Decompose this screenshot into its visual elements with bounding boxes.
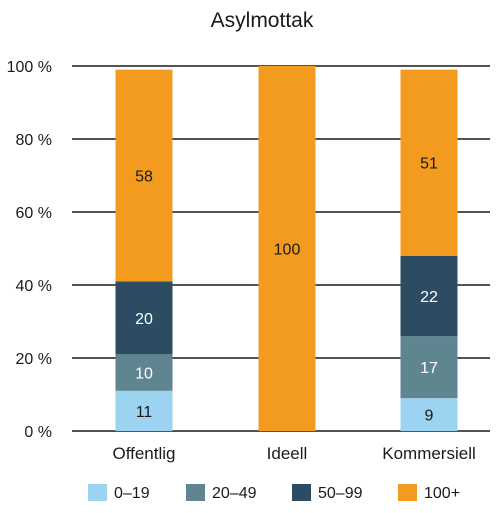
bar-segment	[400, 255, 458, 337]
bar-segment	[115, 281, 173, 355]
y-tick-label: 40 %	[16, 278, 52, 295]
y-tick-label: 100 %	[7, 59, 52, 76]
data-label: 58	[135, 169, 153, 186]
bar-segment	[400, 69, 458, 256]
legend: 0–19 20–49 50–99 100+	[88, 484, 460, 502]
data-label: 17	[420, 360, 438, 377]
legend-swatch	[292, 484, 311, 501]
bar-segment	[115, 354, 173, 391]
y-tick-label: 0 %	[24, 424, 52, 441]
x-tick-label: Ideell	[267, 444, 308, 463]
chart-title: Asylmottak	[211, 9, 314, 32]
data-label: 20	[135, 311, 153, 328]
bar-segment	[115, 390, 173, 431]
legend-swatch	[88, 484, 107, 501]
legend-label: 100+	[424, 485, 460, 502]
legend-label: 20–49	[212, 485, 257, 502]
bars: 11 10 20 58 100 9 17 22 51	[115, 66, 458, 431]
bar-segment	[400, 398, 458, 431]
legend-label: 50–99	[318, 485, 363, 502]
data-label: 10	[135, 366, 153, 383]
bar-segment	[258, 66, 316, 431]
legend-swatch	[398, 484, 417, 501]
data-label: 51	[420, 156, 438, 173]
legend-label: 0–19	[114, 485, 150, 502]
x-axis: Offentlig Ideell Kommersiell	[112, 444, 475, 463]
data-label: 11	[136, 404, 153, 421]
bar-segment	[115, 69, 173, 282]
bar-segment	[400, 336, 458, 399]
data-label: 22	[420, 289, 438, 306]
y-tick-label: 20 %	[16, 351, 52, 368]
y-tick-label: 60 %	[16, 205, 52, 222]
data-label: 100	[274, 242, 301, 259]
legend-swatch	[186, 484, 205, 501]
y-tick-label: 80 %	[16, 132, 52, 149]
x-tick-label: Offentlig	[112, 444, 175, 463]
data-label: 9	[425, 408, 434, 425]
x-tick-label: Kommersiell	[382, 444, 476, 463]
